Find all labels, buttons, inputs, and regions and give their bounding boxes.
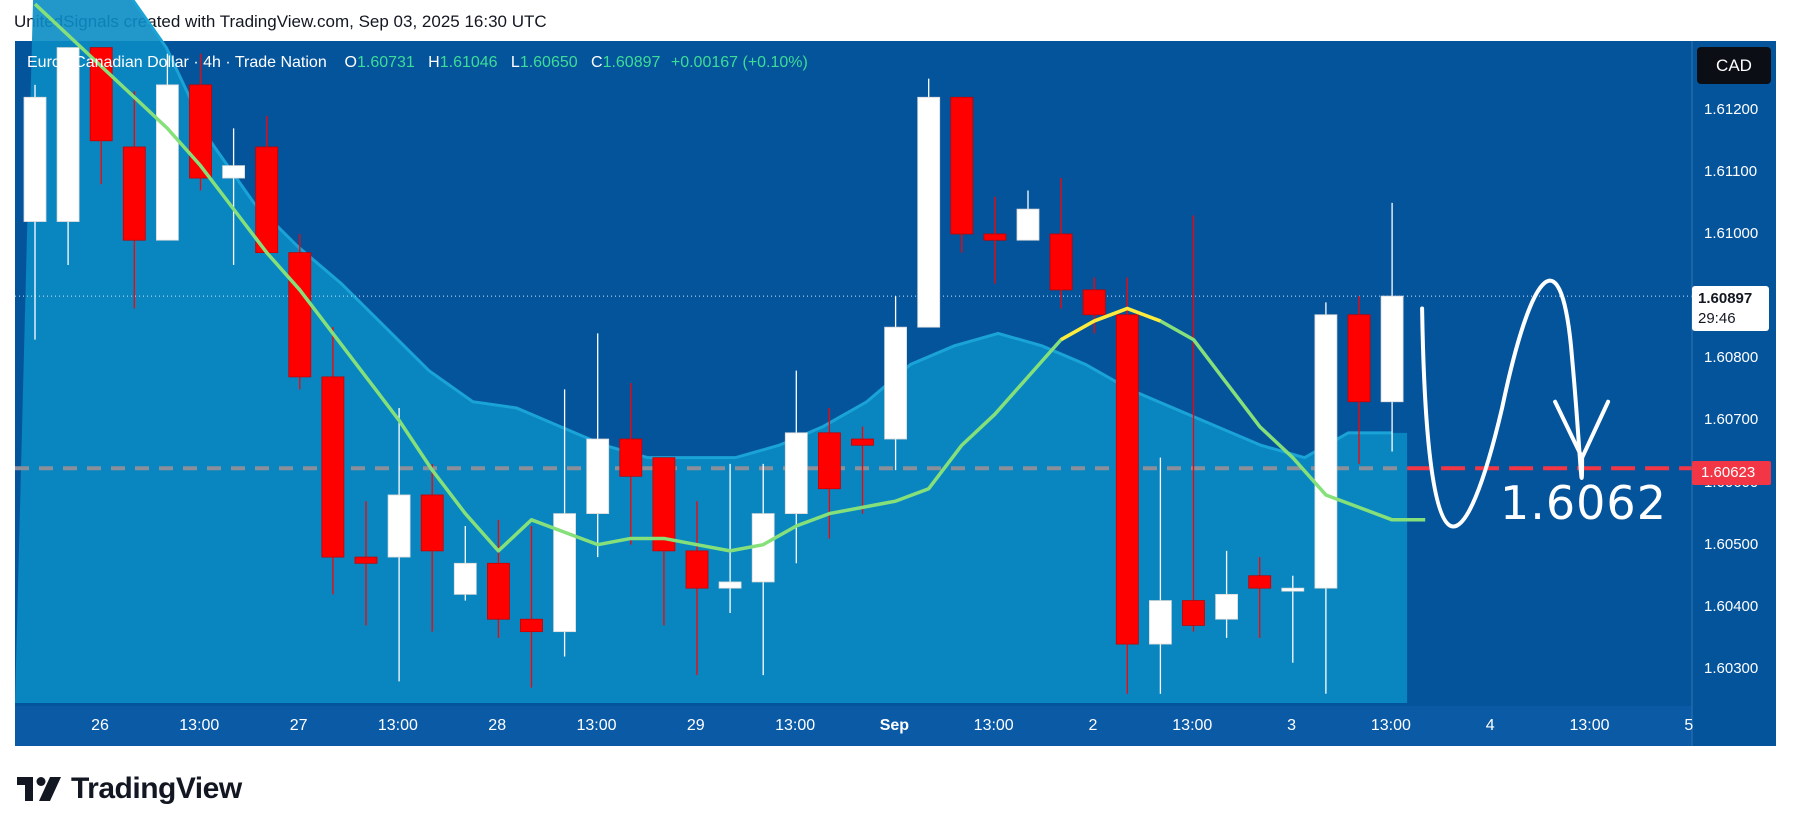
candle-body	[122, 146, 146, 241]
candle-body	[222, 165, 246, 179]
time-axis-tick: 13:00	[576, 717, 617, 734]
price-axis-tick: 1.60500	[1704, 535, 1759, 553]
candle-body	[1380, 295, 1404, 403]
candle-body	[155, 84, 179, 241]
moving-average-line	[33, 2, 1426, 553]
candle-body	[1049, 233, 1073, 291]
candle-body	[321, 376, 345, 558]
time-axis-tick: 3	[1287, 717, 1297, 734]
price-axis-tick: 1.60800	[1704, 349, 1759, 367]
time-axis-tick: 13:00	[1370, 717, 1411, 734]
projection-arrowhead	[1553, 399, 1611, 460]
candle-body	[23, 96, 47, 222]
price-axis-tick: 1.61200	[1704, 100, 1759, 118]
currency-badge[interactable]: CAD	[1697, 47, 1771, 84]
candle-body	[354, 556, 378, 564]
last-price-value: 1.60897	[1698, 290, 1753, 307]
candle-body	[1149, 600, 1172, 645]
candle-body	[718, 581, 742, 589]
candle-body	[685, 550, 709, 589]
price-axis-tick: 1.60400	[1704, 597, 1759, 615]
time-axis-strip	[15, 706, 1692, 746]
candle-body	[189, 84, 212, 179]
candle-body	[818, 432, 841, 490]
legend-high-value: 1.61046	[439, 54, 498, 71]
candle-body	[1082, 289, 1106, 316]
price-axis-tick: 1.61100	[1704, 162, 1758, 180]
legend-close-value: 1.60897	[602, 54, 661, 71]
candle-body	[387, 494, 411, 558]
time-axis-tick: 13:00	[775, 717, 816, 734]
time-axis-tick: 13:00	[179, 717, 220, 734]
candle-body	[1115, 314, 1139, 645]
candle-body	[619, 438, 643, 477]
candle-body	[453, 562, 477, 595]
candle-body	[586, 438, 610, 514]
candle-body	[1314, 314, 1338, 589]
candle-body	[1215, 593, 1238, 620]
time-axis-tick: 5	[1684, 717, 1694, 734]
indicator-band-area	[15, 0, 1408, 703]
legend-open-label: O	[344, 54, 357, 71]
candle-body	[420, 494, 444, 552]
tradingview-logo-icon	[17, 777, 61, 801]
projection-path	[1420, 278, 1585, 529]
candle-body	[917, 96, 941, 328]
time-axis-tick: 2	[1088, 717, 1098, 734]
time-axis-tick: 13:00	[1569, 717, 1610, 734]
price-axis-tick: 1.60300	[1704, 659, 1759, 677]
target-annotation[interactable]: 1.6062	[1500, 476, 1667, 530]
time-axis-tick: 29	[686, 717, 705, 734]
candle-body	[1347, 314, 1371, 403]
tradingview-logo-text: TradingView	[71, 772, 242, 805]
time-axis-tick: 26	[91, 717, 109, 734]
ohlc-legend: Euro / Canadian Dollar · 4h · Trade Nati…	[27, 54, 808, 72]
time-axis-tick: Sep	[879, 717, 910, 734]
candle-body	[520, 618, 543, 633]
legend-low-label: L	[510, 54, 520, 71]
time-axis-tick: 13:00	[1172, 717, 1213, 734]
time-axis-tick: 28	[488, 717, 507, 734]
last-price-label: 1.60897 29:46	[1692, 286, 1769, 331]
candle-body	[56, 47, 80, 222]
candle-body	[1248, 575, 1272, 589]
candle-body	[784, 432, 808, 514]
candle-body	[255, 146, 279, 254]
legend-high-label: H	[428, 54, 440, 71]
legend-change: +0.00167 (+0.10%)	[670, 54, 808, 71]
time-axis-tick: 13:00	[973, 717, 1014, 734]
time-axis-tick: 13:00	[377, 717, 418, 734]
legend-open-value: 1.60731	[356, 54, 415, 71]
time-axis-tick: 4	[1485, 717, 1495, 734]
candle-body	[652, 457, 676, 552]
moving-average-highlight	[1060, 306, 1162, 342]
legend-low-value: 1.60650	[519, 54, 578, 71]
candle-body	[486, 562, 510, 620]
price-axis-tick: 1.61000	[1704, 224, 1759, 242]
candle-body	[950, 96, 974, 235]
candle-body	[884, 326, 907, 440]
candle-body	[1182, 600, 1205, 626]
tradingview-logo[interactable]: TradingView	[17, 772, 242, 806]
candle-body	[288, 252, 312, 378]
legend-symbol[interactable]: Euro / Canadian Dollar · 4h · Trade Nati…	[27, 54, 327, 71]
candle-body	[1281, 587, 1305, 592]
candle-body	[553, 513, 576, 633]
bar-countdown: 29:46	[1698, 310, 1736, 327]
time-axis-tick: 27	[289, 717, 308, 734]
candle-body	[1016, 208, 1040, 241]
candle-body	[983, 233, 1007, 241]
price-axis-tick: 1.60700	[1704, 411, 1759, 429]
horizontal-line-price-label: 1.60623	[1692, 461, 1771, 485]
candle-body	[851, 438, 874, 446]
legend-close-label: C	[591, 54, 603, 71]
